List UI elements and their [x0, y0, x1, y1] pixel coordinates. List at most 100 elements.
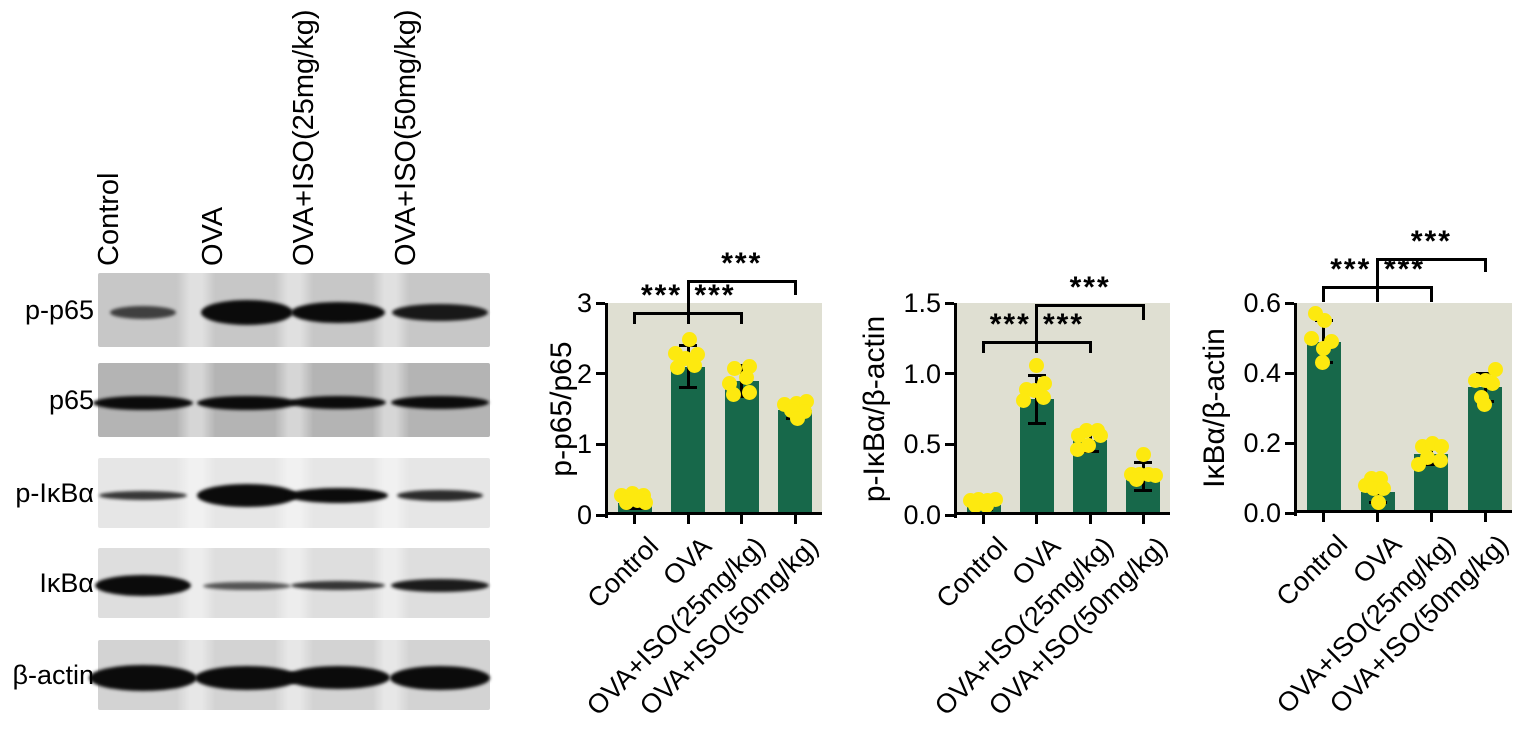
x-tick-label: Control	[930, 531, 1013, 614]
significance-bracket	[1376, 286, 1433, 290]
x-tick	[1429, 513, 1433, 522]
significance-bracket	[633, 312, 690, 316]
significance-bracket-end	[1141, 305, 1145, 320]
x-tick	[1376, 513, 1380, 522]
y-tick	[596, 372, 605, 376]
x-tick	[686, 515, 690, 524]
data-point	[789, 411, 805, 427]
y-tick-label: 0.4	[1243, 358, 1281, 388]
data-point	[1433, 439, 1449, 454]
y-axis-title: p-IκBα/β-actin	[858, 315, 891, 503]
blot-band	[93, 395, 193, 410]
error-bar-cap	[1027, 373, 1046, 377]
data-point	[1016, 393, 1032, 409]
x-tick-label: Control	[581, 531, 664, 614]
data-point	[726, 386, 742, 402]
blot-row-label: IκBα	[39, 568, 94, 598]
y-tick-label: 0.0	[1243, 498, 1281, 528]
data-point	[1092, 428, 1108, 444]
y-tick	[596, 301, 605, 305]
significance-bracket-end	[1483, 259, 1487, 272]
significance-bracket-end	[686, 313, 690, 324]
blot-strip-5	[89, 640, 490, 710]
data-point	[1376, 481, 1392, 496]
data-point	[727, 360, 743, 376]
data-point	[1029, 357, 1045, 373]
y-tick	[945, 301, 954, 305]
blot-band	[291, 302, 385, 324]
error-bar-cap	[732, 363, 751, 367]
blot-band	[286, 666, 390, 690]
x-tick	[1483, 513, 1487, 522]
data-point	[669, 359, 685, 375]
blot-strip-2	[93, 363, 490, 437]
x-tick-label: Control	[1270, 529, 1354, 612]
data-point	[1476, 397, 1492, 412]
significance-bracket	[686, 312, 744, 316]
error-bar-cap	[732, 394, 751, 398]
blot-band	[110, 306, 176, 320]
blot-band	[391, 579, 489, 593]
data-point	[739, 370, 755, 386]
error-bar-cap	[1134, 461, 1153, 465]
blot-row-label: p-p65	[24, 295, 94, 325]
blot-band	[89, 664, 197, 691]
data-point	[1316, 341, 1332, 356]
significance-stars: ***	[694, 278, 736, 312]
blot-band	[290, 396, 386, 410]
data-point	[1371, 495, 1387, 510]
blot-column-label: OVA+ISO(50mg/kg)	[390, 9, 422, 266]
significance-bracket-end	[740, 313, 744, 324]
blot-band	[203, 581, 291, 590]
significance-bracket	[1322, 286, 1380, 290]
data-point	[1410, 456, 1426, 472]
x-tick	[1322, 513, 1326, 522]
y-tick-label: 1	[576, 429, 592, 460]
y-tick-label: 0.6	[1243, 288, 1281, 318]
significance-bracket-end	[1035, 342, 1039, 353]
data-point	[638, 495, 654, 511]
y-tick	[1285, 301, 1294, 305]
blot-strip-1	[98, 273, 490, 347]
data-point	[1487, 362, 1503, 377]
blot-band	[195, 665, 299, 690]
data-point	[979, 497, 995, 513]
x-axis-line	[954, 512, 1170, 515]
y-tick-label: 3	[576, 288, 592, 318]
blot-band	[197, 484, 297, 508]
y-tick	[945, 513, 954, 517]
y-tick-label: 2	[576, 358, 592, 389]
blot-band	[95, 575, 191, 597]
blot-band	[288, 488, 388, 504]
significance-bracket-end	[1035, 305, 1039, 343]
blot-strip-3	[98, 458, 490, 528]
bar-chart-1: 0 1 2 3 Control OVA OVA+ISO(25mg/kg) OVA+ISO(50…	[545, 248, 824, 721]
blot-band	[99, 491, 187, 501]
x-tick	[633, 515, 637, 524]
significance-bracket-end	[1376, 287, 1380, 302]
bar-OVA+ISO(25mg/kg)	[724, 380, 759, 515]
significance-stars: ***	[989, 307, 1031, 341]
y-tick	[1285, 511, 1294, 515]
data-point	[1484, 376, 1500, 391]
error-bar-cap	[1134, 489, 1153, 493]
significance-stars: ***	[1330, 252, 1372, 286]
x-tick	[1088, 515, 1092, 524]
blot-band	[291, 581, 385, 591]
significance-stars: ***	[721, 246, 763, 280]
significance-bracket-end	[686, 281, 690, 314]
data-point	[1317, 313, 1333, 328]
blot-row-label: p65	[48, 385, 94, 415]
error-bar-cap	[1027, 421, 1046, 425]
y-tick-label: 1.0	[903, 358, 941, 389]
significance-bracket-end	[1088, 342, 1092, 353]
blot-band	[397, 490, 483, 502]
data-point	[1304, 330, 1320, 346]
y-axis-line	[1294, 303, 1297, 516]
y-axis-title: p-p65/p65	[545, 341, 578, 477]
significance-bracket-end	[982, 342, 986, 353]
y-tick	[596, 442, 605, 446]
significance-bracket	[982, 341, 1039, 345]
y-axis-line	[605, 303, 608, 518]
y-tick-label: 0.5	[903, 429, 941, 460]
